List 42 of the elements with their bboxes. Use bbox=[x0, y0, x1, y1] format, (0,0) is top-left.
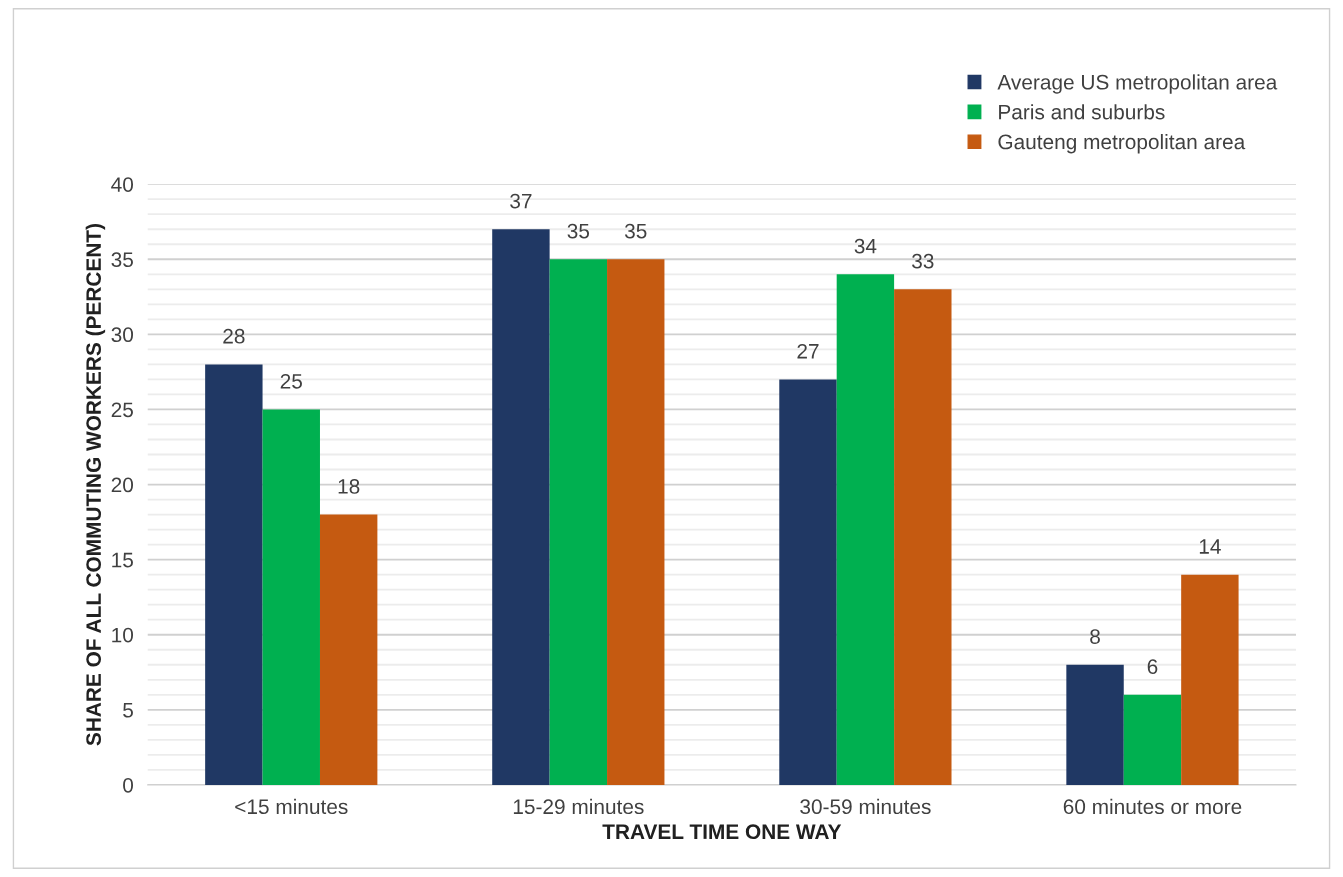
data-label: 8 bbox=[1090, 629, 1100, 644]
data-label: 18 bbox=[338, 479, 360, 494]
y-tick-label: 10 bbox=[112, 627, 134, 643]
y-tick-label: 20 bbox=[111, 477, 134, 493]
bar bbox=[1066, 664, 1124, 785]
x-axis-title: TRAVEL TIME ONE WAY bbox=[602, 824, 842, 840]
y-tick-label: 40 bbox=[111, 177, 134, 192]
x-tick-label: 15-29 minutes bbox=[513, 798, 644, 815]
bar bbox=[262, 409, 320, 785]
y-tick-label: 5 bbox=[123, 703, 133, 718]
y-tick-label: 25 bbox=[111, 402, 133, 418]
data-label: 6 bbox=[1147, 659, 1158, 675]
y-tick-label: 35 bbox=[111, 252, 133, 268]
legend-label: Average US metropolitan area bbox=[997, 74, 1278, 94]
bar bbox=[1123, 694, 1182, 785]
bar bbox=[836, 274, 895, 785]
data-label: 27 bbox=[797, 343, 819, 359]
y-axis-title: SHARE OF ALL COMMUTING WORKERS (PERCENT) bbox=[85, 224, 106, 746]
bar bbox=[205, 364, 263, 785]
data-label: 14 bbox=[1199, 539, 1221, 554]
bar bbox=[549, 259, 608, 785]
bar bbox=[779, 379, 837, 785]
bar bbox=[607, 259, 665, 785]
data-label: 25 bbox=[280, 373, 302, 389]
data-label: 34 bbox=[854, 238, 877, 254]
data-label: 28 bbox=[223, 328, 245, 344]
x-tick-label: 60 minutes or more bbox=[1063, 798, 1242, 815]
bar bbox=[492, 229, 550, 785]
y-tick-label: 15 bbox=[112, 552, 133, 568]
x-tick-label: <15 minutes bbox=[235, 798, 348, 815]
y-tick-label: 0 bbox=[123, 777, 134, 793]
data-label: 35 bbox=[624, 223, 647, 239]
legend-label: Gauteng metropolitan area bbox=[998, 133, 1246, 154]
bar bbox=[894, 289, 952, 785]
data-label: 37 bbox=[510, 193, 532, 209]
data-label: 33 bbox=[912, 253, 934, 269]
data-label: 35 bbox=[567, 223, 590, 239]
y-tick-label: 30 bbox=[111, 327, 134, 343]
legend-label: Paris and suburbs bbox=[999, 104, 1165, 120]
bar bbox=[1181, 574, 1239, 785]
x-tick-label: 30-59 minutes bbox=[800, 798, 931, 815]
bar bbox=[319, 514, 378, 785]
